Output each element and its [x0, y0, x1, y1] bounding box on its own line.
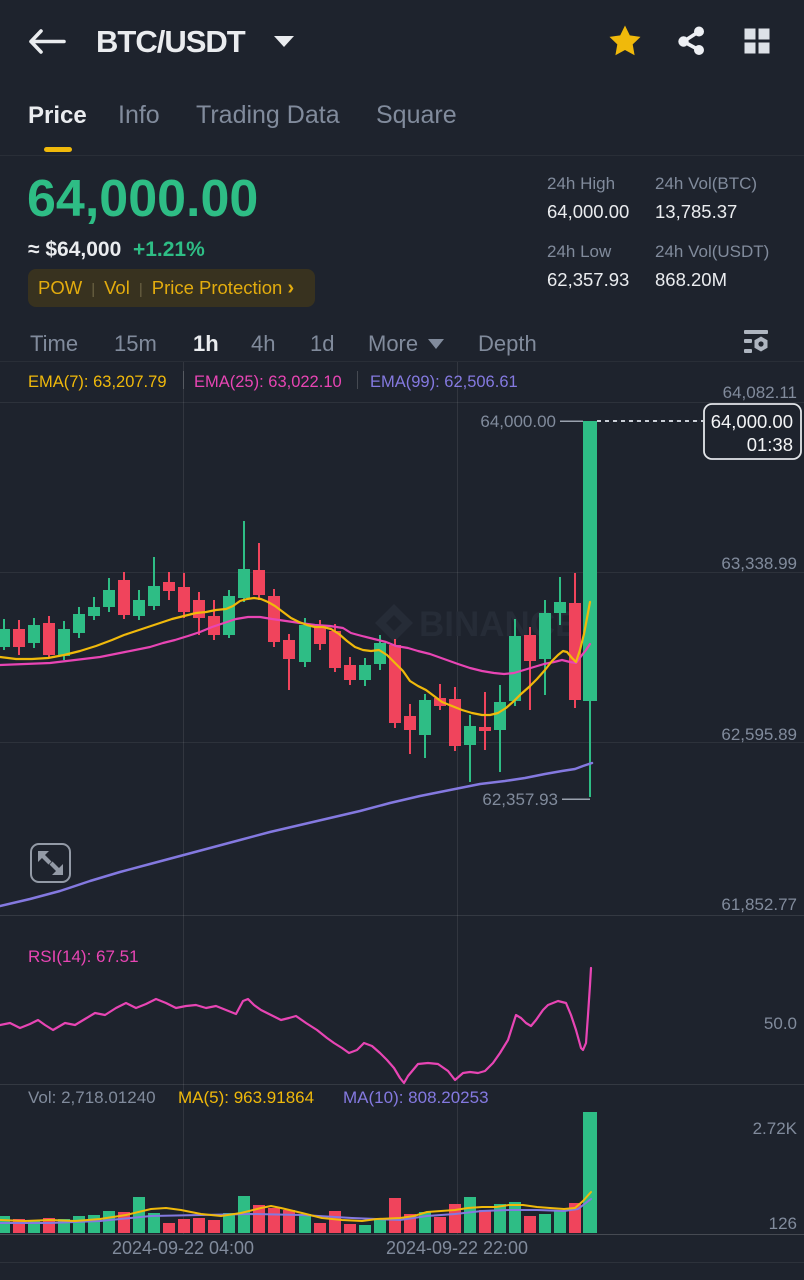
svg-text:64,000.00: 64,000.00	[480, 412, 556, 431]
svg-text:Vol: 2,718.01240: Vol: 2,718.01240	[28, 1088, 156, 1107]
svg-text:MA(10): 808.20253: MA(10): 808.20253	[343, 1088, 489, 1107]
svg-text:64,000.00: 64,000.00	[711, 411, 793, 432]
svg-text:More: More	[368, 331, 418, 356]
svg-text:2024-09-22 04:00: 2024-09-22 04:00	[112, 1238, 254, 1258]
svg-text:Depth: Depth	[478, 331, 537, 356]
svg-text:RSI(14): 67.51: RSI(14): 67.51	[28, 947, 139, 966]
svg-text:4h: 4h	[251, 331, 275, 356]
svg-text:Time: Time	[30, 331, 78, 356]
svg-text:1h: 1h	[193, 331, 219, 356]
svg-text:EMA(25): 63,022.10: EMA(25): 63,022.10	[194, 373, 342, 391]
svg-text:EMA(7): 63,207.79: EMA(7): 63,207.79	[28, 373, 167, 391]
svg-text:BINANCE: BINANCE	[419, 605, 578, 644]
svg-text:2024-09-22 22:00: 2024-09-22 22:00	[386, 1238, 528, 1258]
svg-text:62,595.89: 62,595.89	[721, 725, 797, 744]
svg-text:MA(5): 963.91864: MA(5): 963.91864	[178, 1088, 314, 1107]
svg-text:61,852.77: 61,852.77	[721, 895, 797, 914]
svg-text:1d: 1d	[310, 331, 334, 356]
svg-text:50.0: 50.0	[764, 1014, 797, 1033]
svg-text:64,082.11: 64,082.11	[723, 383, 797, 402]
svg-text:2.72K: 2.72K	[753, 1119, 798, 1138]
svg-text:63,338.99: 63,338.99	[721, 554, 797, 573]
svg-text:126: 126	[769, 1214, 797, 1233]
svg-text:15m: 15m	[114, 331, 157, 356]
svg-text:01:38: 01:38	[747, 434, 793, 455]
svg-text:EMA(99): 62,506.61: EMA(99): 62,506.61	[370, 373, 518, 391]
svg-text:62,357.93: 62,357.93	[482, 790, 558, 809]
